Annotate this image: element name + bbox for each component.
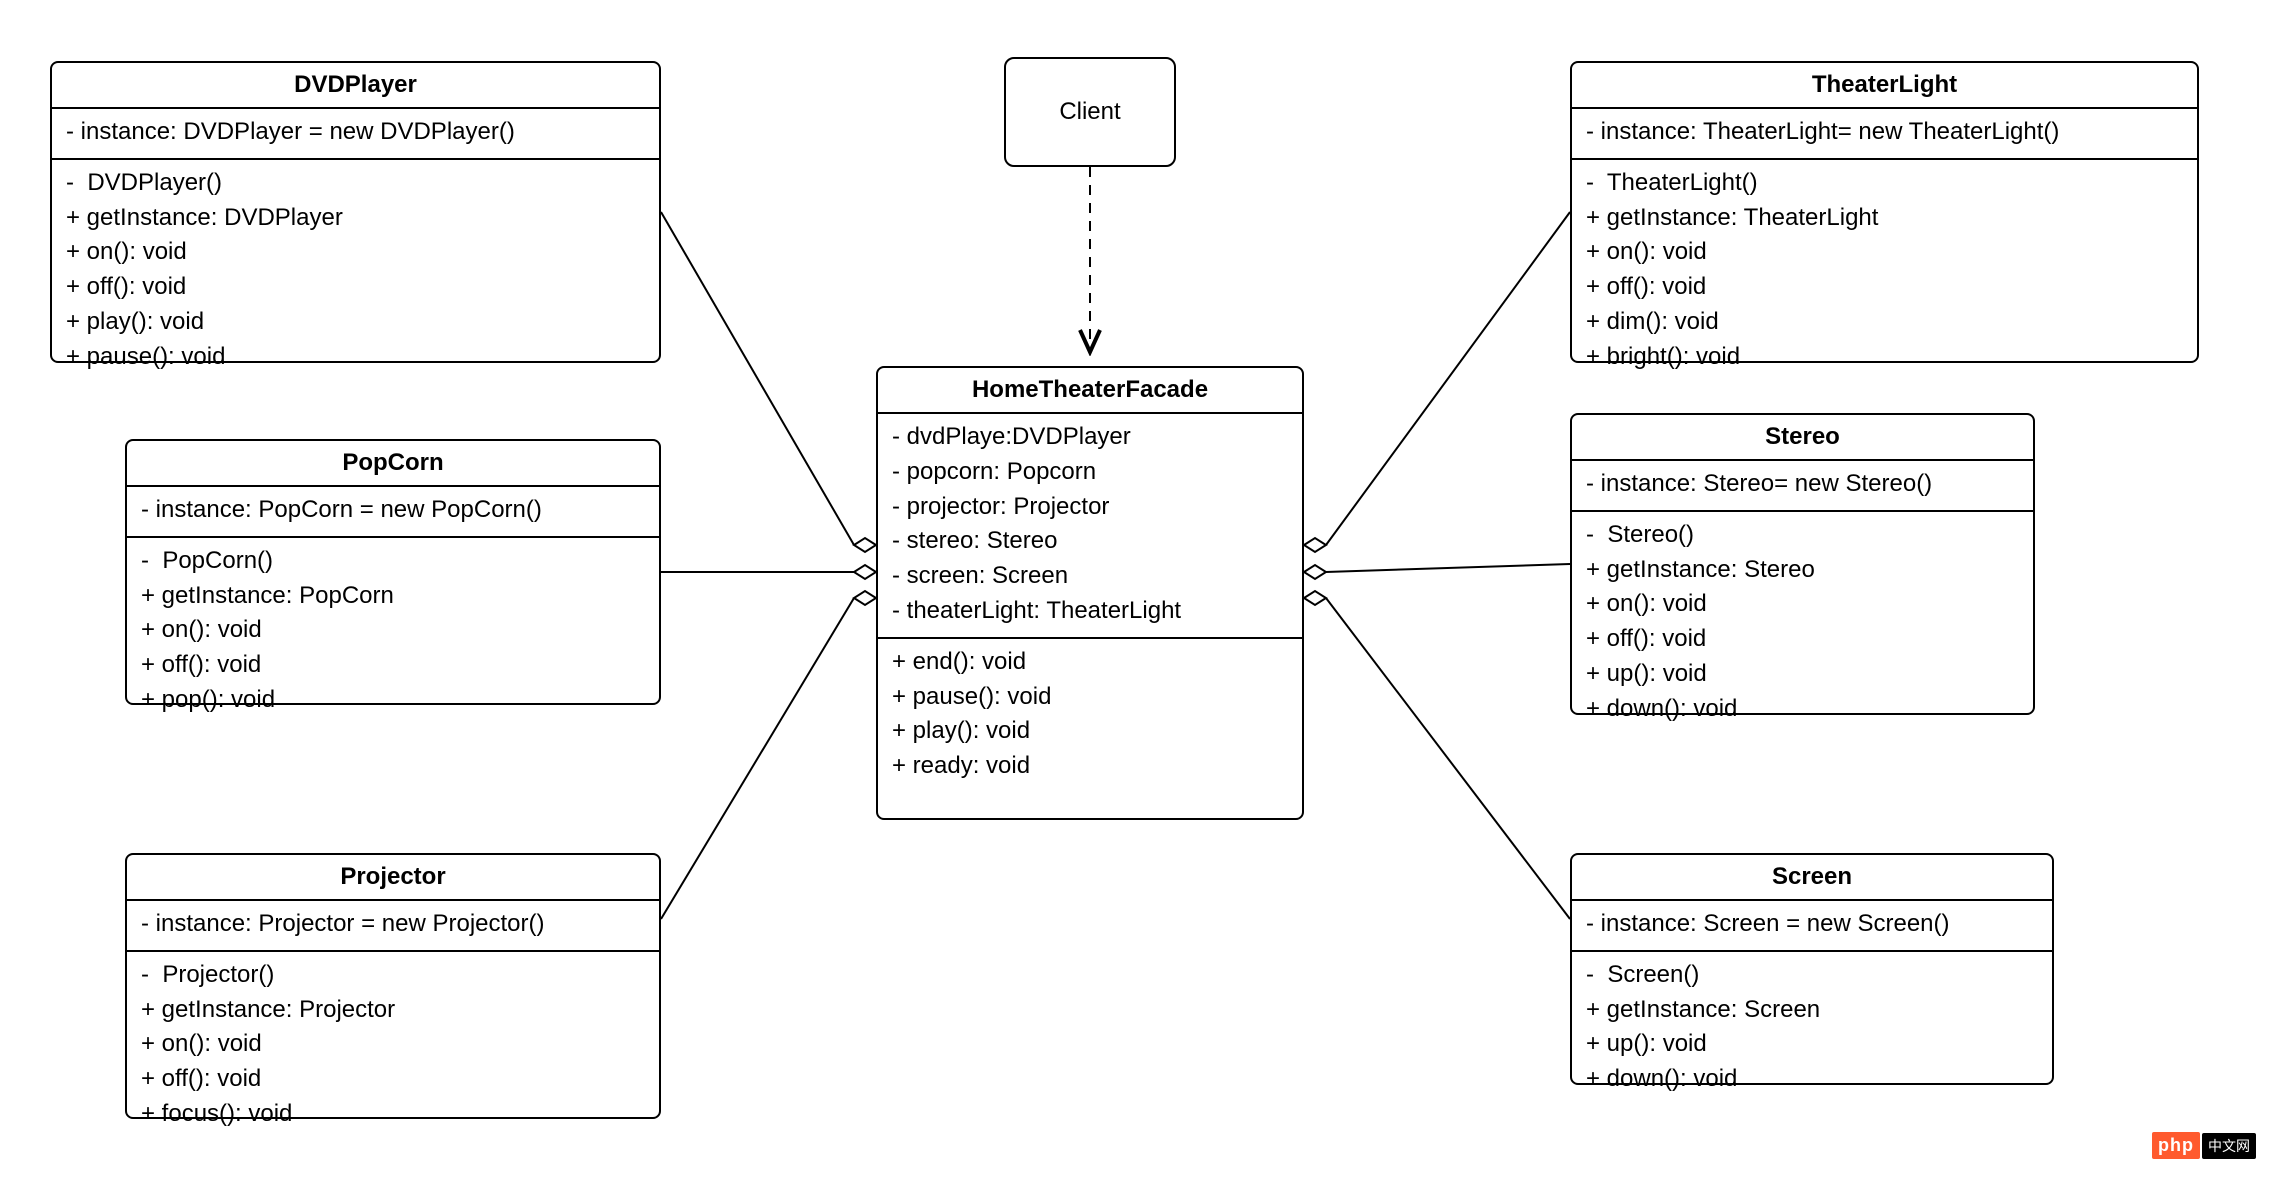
class-screen: Screen - instance: Screen = new Screen() -… <box>1570 853 2054 1085</box>
popcorn-title: PopCorn <box>127 441 659 487</box>
aggregation-edge <box>661 598 854 919</box>
facade-attributes: - dvdPlaye:DVDPlayer- popcorn: Popcorn- … <box>878 414 1302 639</box>
class-stereo: Stereo - instance: Stereo= new Stereo() - … <box>1570 413 2035 715</box>
screen-attr: - instance: Screen = new Screen() <box>1586 907 2038 942</box>
projector-method: + focus(): void <box>141 1097 645 1132</box>
popcorn-attr: - instance: PopCorn = new PopCorn() <box>141 493 645 528</box>
aggregation-diamond <box>854 565 876 579</box>
theaterlight-attributes: - instance: TheaterLight= new TheaterLig… <box>1572 109 2197 160</box>
dvdplayer-method: + pause(): void <box>66 340 645 375</box>
stereo-method: + up(): void <box>1586 657 2019 692</box>
class-facade: HomeTheaterFacade - dvdPlaye:DVDPlayer- … <box>876 366 1304 820</box>
projector-attributes: - instance: Projector = new Projector() <box>127 901 659 952</box>
screen-attributes: - instance: Screen = new Screen() <box>1572 901 2052 952</box>
projector-methods: - Projector()+ getInstance: Projector+ o… <box>127 952 659 1140</box>
facade-method: + play(): void <box>892 714 1288 749</box>
facade-method: + pause(): void <box>892 680 1288 715</box>
dvdplayer-method: + play(): void <box>66 305 645 340</box>
theaterlight-method: + on(): void <box>1586 235 2183 270</box>
aggregation-edge <box>1326 598 1570 919</box>
facade-attr: - stereo: Stereo <box>892 524 1288 559</box>
dvdplayer-attr: - instance: DVDPlayer = new DVDPlayer() <box>66 115 645 150</box>
aggregation-diamond <box>854 591 876 605</box>
facade-method: + ready: void <box>892 749 1288 784</box>
facade-attr: - dvdPlaye:DVDPlayer <box>892 420 1288 455</box>
stereo-method: + off(): void <box>1586 622 2019 657</box>
theaterlight-method: + dim(): void <box>1586 305 2183 340</box>
projector-method: - Projector() <box>141 958 645 993</box>
stereo-attr: - instance: Stereo= new Stereo() <box>1586 467 2019 502</box>
class-popcorn: PopCorn - instance: PopCorn = new PopCorn… <box>125 439 661 705</box>
popcorn-method: + off(): void <box>141 648 645 683</box>
facade-title: HomeTheaterFacade <box>878 368 1302 414</box>
stereo-method: + down(): void <box>1586 692 2019 727</box>
popcorn-method: + pop(): void <box>141 683 645 718</box>
theaterlight-method: + off(): void <box>1586 270 2183 305</box>
aggregation-edge <box>661 212 854 545</box>
theaterlight-method: - TheaterLight() <box>1586 166 2183 201</box>
stereo-method: + on(): void <box>1586 587 2019 622</box>
stereo-attributes: - instance: Stereo= new Stereo() <box>1572 461 2033 512</box>
projector-method: + off(): void <box>141 1062 645 1097</box>
dvdplayer-method: + on(): void <box>66 235 645 270</box>
projector-attr: - instance: Projector = new Projector() <box>141 907 645 942</box>
popcorn-method: + getInstance: PopCorn <box>141 579 645 614</box>
uml-canvas: Client HomeTheaterFacade - dvdPlaye:DVDP… <box>0 0 2280 1183</box>
popcorn-attributes: - instance: PopCorn = new PopCorn() <box>127 487 659 538</box>
theaterlight-method: + getInstance: TheaterLight <box>1586 201 2183 236</box>
client-label: Client <box>1059 98 1120 126</box>
projector-title: Projector <box>127 855 659 901</box>
stereo-methods: - Stereo()+ getInstance: Stereo+ on(): v… <box>1572 512 2033 735</box>
watermark: php 中文网 <box>2152 1132 2256 1159</box>
watermark-right: 中文网 <box>2202 1133 2256 1159</box>
theaterlight-method: + bright(): void <box>1586 340 2183 375</box>
screen-method: - Screen() <box>1586 958 2038 993</box>
dvdplayer-method: + off(): void <box>66 270 645 305</box>
screen-title: Screen <box>1572 855 2052 901</box>
dvdplayer-method: - DVDPlayer() <box>66 166 645 201</box>
class-dvdplayer: DVDPlayer - instance: DVDPlayer = new DVD… <box>50 61 661 363</box>
dvdplayer-methods: - DVDPlayer()+ getInstance: DVDPlayer+ o… <box>52 160 659 383</box>
aggregation-diamond <box>1304 591 1326 605</box>
popcorn-method: - PopCorn() <box>141 544 645 579</box>
aggregation-diamond <box>854 538 876 552</box>
facade-attr: - projector: Projector <box>892 490 1288 525</box>
screen-method: + getInstance: Screen <box>1586 993 2038 1028</box>
aggregation-diamond <box>1304 565 1326 579</box>
stereo-method: - Stereo() <box>1586 518 2019 553</box>
facade-attr: - screen: Screen <box>892 559 1288 594</box>
class-projector: Projector - instance: Projector = new Pro… <box>125 853 661 1119</box>
dvdplayer-title: DVDPlayer <box>52 63 659 109</box>
screen-methods: - Screen()+ getInstance: Screen+ up(): v… <box>1572 952 2052 1105</box>
projector-method: + on(): void <box>141 1027 645 1062</box>
facade-attr: - popcorn: Popcorn <box>892 455 1288 490</box>
dvdplayer-method: + getInstance: DVDPlayer <box>66 201 645 236</box>
facade-attr: - theaterLight: TheaterLight <box>892 594 1288 629</box>
stereo-method: + getInstance: Stereo <box>1586 553 2019 588</box>
screen-method: + down(): void <box>1586 1062 2038 1097</box>
aggregation-diamond <box>1304 538 1326 552</box>
popcorn-method: + on(): void <box>141 613 645 648</box>
class-client: Client <box>1004 57 1176 167</box>
screen-method: + up(): void <box>1586 1027 2038 1062</box>
aggregation-edge <box>1326 212 1570 545</box>
theaterlight-methods: - TheaterLight()+ getInstance: TheaterLi… <box>1572 160 2197 383</box>
facade-methods: + end(): void+ pause(): void+ play(): vo… <box>878 639 1302 792</box>
watermark-left: php <box>2152 1132 2200 1159</box>
theaterlight-title: TheaterLight <box>1572 63 2197 109</box>
popcorn-methods: - PopCorn()+ getInstance: PopCorn+ on():… <box>127 538 659 726</box>
stereo-title: Stereo <box>1572 415 2033 461</box>
facade-method: + end(): void <box>892 645 1288 680</box>
theaterlight-attr: - instance: TheaterLight= new TheaterLig… <box>1586 115 2183 150</box>
aggregation-edge <box>1326 564 1570 572</box>
projector-method: + getInstance: Projector <box>141 993 645 1028</box>
dvdplayer-attributes: - instance: DVDPlayer = new DVDPlayer() <box>52 109 659 160</box>
class-theaterlight: TheaterLight - instance: TheaterLight= ne… <box>1570 61 2199 363</box>
